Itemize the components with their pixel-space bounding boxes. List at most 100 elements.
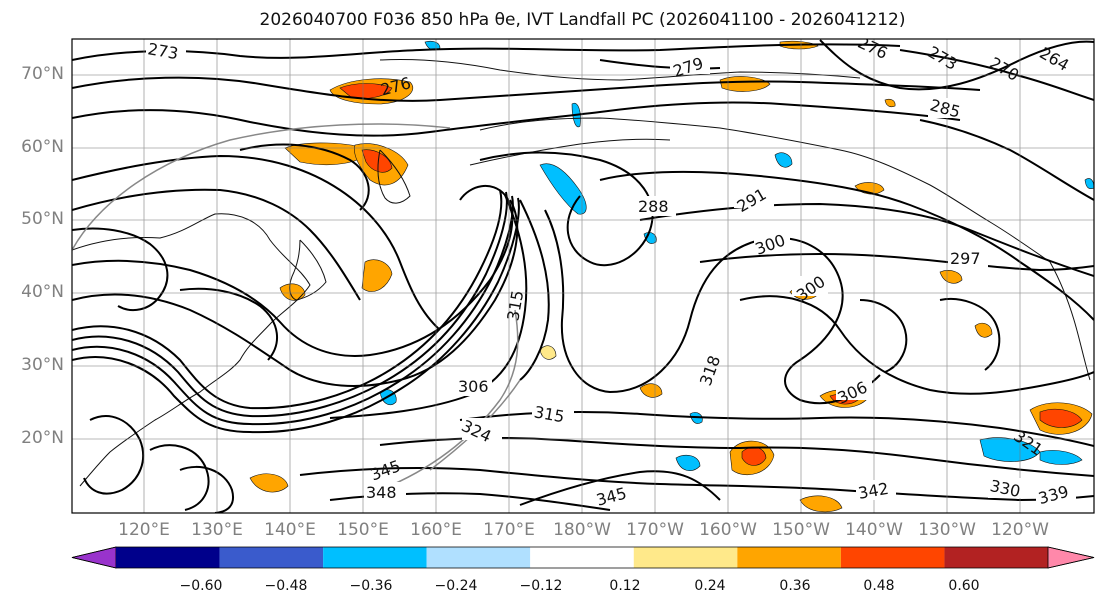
lon-label: 140°W: [845, 520, 903, 540]
lat-label: 50°N: [21, 209, 64, 229]
colorbar-tick-label: −0.24: [434, 578, 478, 594]
cool-patch: [1084, 178, 1094, 190]
warm-patch: [719, 76, 771, 92]
contour-line: [72, 154, 441, 331]
colorbar-segment: [426, 547, 531, 568]
contour-line: [72, 199, 519, 387]
lon-label: 160°W: [699, 520, 757, 540]
map-frame: [71, 38, 1095, 514]
lon-label: 120°E: [118, 520, 170, 540]
contour-line: [179, 287, 279, 361]
aleutians-coastline: [469, 138, 671, 166]
cool-patch: [675, 454, 701, 471]
jet-contour: [72, 189, 503, 410]
lat-label: 60°N: [21, 137, 64, 157]
contour-line: [459, 411, 1094, 447]
colorbar-extend-max: [1047, 546, 1095, 569]
contour-label: 288: [638, 197, 669, 216]
contour-line: [299, 466, 1094, 502]
lat-label: 30°N: [21, 355, 64, 375]
colorbar-segment: [116, 547, 220, 568]
contour-line: [739, 295, 1094, 395]
contour-label: 297: [950, 249, 981, 268]
jet-contour: [72, 191, 508, 418]
positive-anomaly-patches: [249, 40, 1093, 513]
map-title: 2026040700 F036 850 hPa θe, IVT Landfall…: [259, 10, 906, 30]
colorbar-tick-label: 0.24: [694, 578, 726, 594]
jet-contour: [72, 195, 514, 426]
colorbar-extend-min: [71, 546, 117, 569]
lon-label: 160°E: [410, 520, 462, 540]
lon-label: 150°E: [337, 520, 389, 540]
gray-guide-curve: [72, 123, 451, 251]
gray-guide-curve: [379, 309, 519, 491]
colorbar-tick-label: 0.48: [863, 578, 895, 594]
cool-patch: [1039, 450, 1083, 465]
colorbar-segment: [737, 547, 841, 568]
contour-line: [519, 199, 550, 381]
cool-patch: [774, 152, 793, 168]
warm-patch: [884, 98, 896, 108]
contour-line: [179, 465, 234, 513]
contour-line: [72, 227, 169, 312]
contour-line: [939, 298, 1001, 371]
contour-line: [519, 470, 721, 506]
warm-patch: [361, 149, 393, 173]
warm-patch: [799, 495, 843, 513]
contour-line: [639, 202, 1094, 277]
warm-patch: [361, 259, 393, 292]
colorbar-tick-label: −0.60: [179, 578, 223, 594]
colorbar-tick-label: −0.48: [264, 578, 308, 594]
contour-line: [72, 43, 901, 61]
lon-label: 130°E: [191, 520, 243, 540]
warm-patch: [639, 383, 663, 398]
colorbar-segment: [633, 547, 738, 568]
contour-label: 306: [458, 377, 489, 396]
contour-line: [72, 188, 361, 301]
contour-line: [859, 299, 908, 373]
contour-line: [819, 39, 1094, 91]
colorbar: [71, 546, 1095, 569]
lon-label: 180°W: [553, 520, 611, 540]
warm-patch: [939, 270, 963, 284]
colorbar-segment: [219, 547, 324, 568]
lon-label: 120°W: [991, 520, 1049, 540]
asia-coastline: [72, 213, 311, 487]
colorbar-segment: [944, 547, 1048, 568]
contour-line: [899, 49, 1094, 101]
contour-line: [544, 209, 881, 405]
colorbar-tick-label: −0.36: [349, 578, 393, 594]
warm-patch: [539, 345, 557, 360]
colorbar-tick-label: 0.36: [779, 578, 811, 594]
warm-patch: [1039, 408, 1083, 428]
contour-line: [72, 76, 981, 102]
arctic-coastline: [379, 58, 861, 81]
lon-label: 170°E: [483, 520, 535, 540]
lat-label: 70°N: [21, 64, 64, 84]
colorbar-segment: [530, 547, 634, 568]
theta-e-contours: [72, 39, 1094, 513]
graticule: [72, 39, 1094, 513]
lon-label: 130°W: [918, 520, 976, 540]
contour-label: 348: [366, 483, 397, 502]
contour-line: [239, 143, 370, 211]
contour-line: [72, 101, 961, 137]
contour-line: [699, 253, 1094, 272]
warm-patch: [974, 322, 993, 338]
japan-coastline: [289, 239, 327, 301]
warm-patch: [741, 446, 767, 466]
lat-label: 20°N: [21, 428, 64, 448]
lat-label: 40°N: [21, 282, 64, 302]
north-america-coastline: [1049, 261, 1091, 381]
contour-line: [83, 415, 145, 495]
contour-line: [479, 151, 654, 267]
contour-line: [379, 436, 1094, 477]
colorbar-segment: [323, 547, 427, 568]
colorbar-tick-label: −0.12: [519, 578, 563, 594]
colorbar-segment: [840, 547, 945, 568]
kamchatka-coastline: [377, 149, 411, 204]
warm-patch: [249, 473, 289, 493]
lon-label: 140°E: [264, 520, 316, 540]
lon-label: 150°W: [772, 520, 830, 540]
